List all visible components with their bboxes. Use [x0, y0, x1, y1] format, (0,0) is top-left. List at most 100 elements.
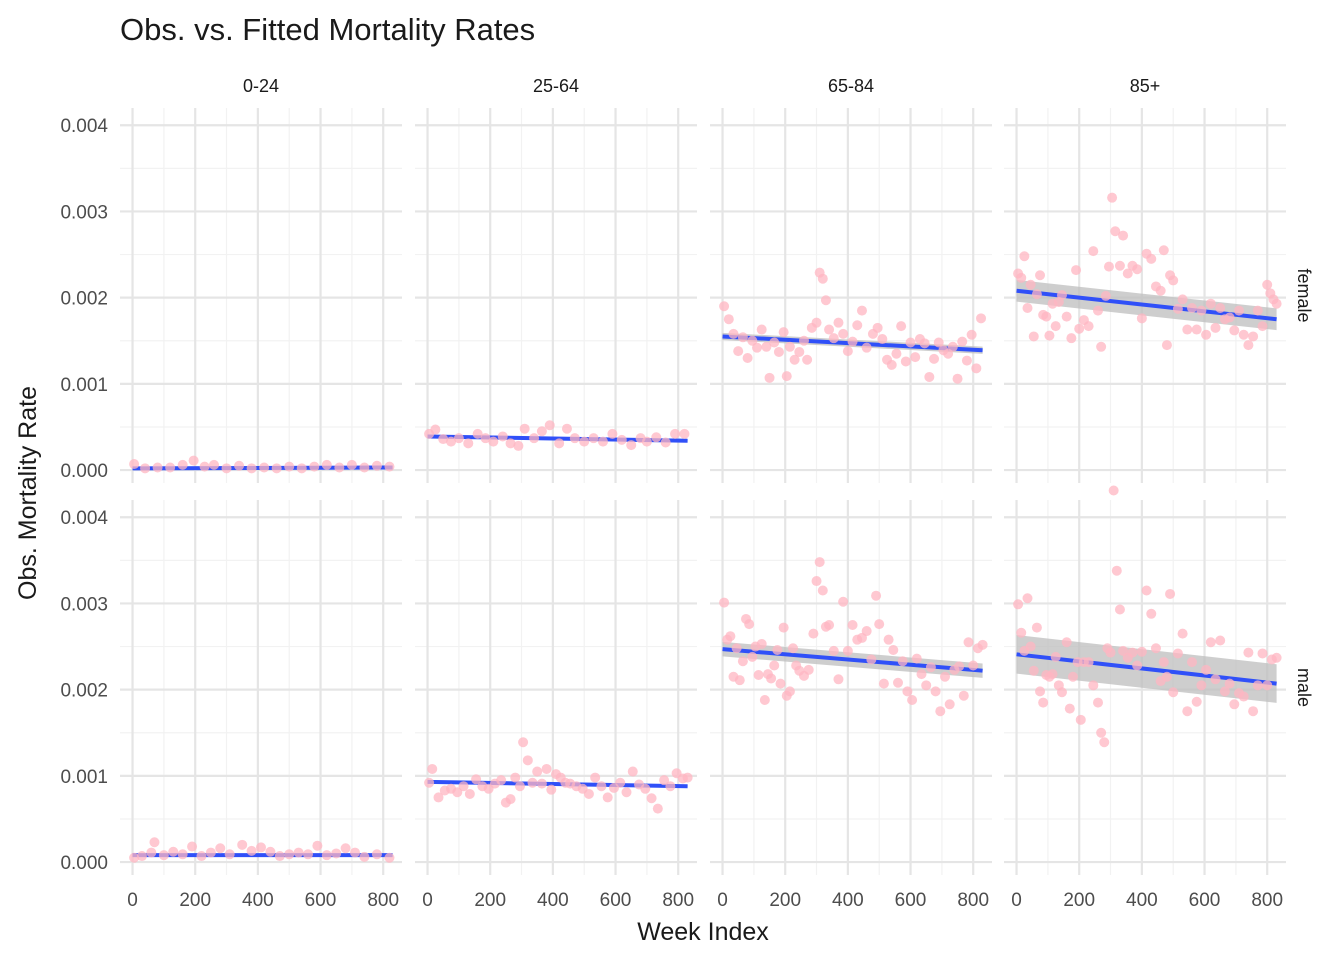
x-tick-label: 200 — [474, 890, 506, 911]
data-point — [778, 327, 789, 338]
data-point — [1172, 648, 1183, 659]
data-point — [1083, 321, 1094, 332]
x-tick-label: 600 — [600, 890, 632, 911]
data-point — [453, 433, 464, 444]
data-point — [861, 342, 872, 353]
data-point — [772, 645, 783, 655]
data-point — [808, 628, 819, 639]
data-point — [799, 335, 809, 346]
data-point — [1161, 340, 1172, 351]
data-point — [1196, 680, 1207, 691]
data-point — [312, 840, 323, 851]
data-point — [794, 346, 805, 357]
data-point — [1238, 329, 1249, 340]
data-point — [590, 772, 601, 783]
x-tick-label: 800 — [957, 890, 989, 911]
data-point — [651, 432, 662, 443]
data-point — [256, 842, 266, 853]
y-tick-label: 0.004 — [60, 116, 108, 137]
data-point — [188, 455, 199, 466]
data-point — [935, 706, 946, 717]
data-point — [532, 766, 543, 777]
data-point — [640, 783, 651, 794]
data-point — [944, 699, 955, 710]
data-point — [883, 634, 894, 645]
data-point — [1182, 324, 1193, 335]
x-tick-label: 600 — [1189, 890, 1221, 911]
data-point — [1022, 593, 1033, 604]
data-point — [1238, 691, 1249, 702]
data-point — [1182, 706, 1193, 717]
data-point — [1257, 321, 1268, 332]
data-point — [627, 766, 638, 777]
data-point — [1016, 272, 1027, 283]
data-point — [1083, 657, 1094, 668]
data-point — [1088, 246, 1099, 257]
data-point — [811, 317, 822, 328]
data-point — [1150, 643, 1161, 654]
x-tick-label: 0 — [422, 890, 433, 911]
data-point — [129, 459, 140, 470]
data-point — [384, 852, 395, 863]
data-point — [1114, 604, 1125, 615]
data-point — [177, 849, 188, 860]
x-tick-label: 400 — [242, 890, 274, 911]
data-point — [1168, 687, 1179, 698]
data-point — [665, 781, 676, 792]
data-point — [930, 686, 941, 697]
data-point — [259, 462, 270, 473]
facet-label-female: female — [1294, 268, 1314, 322]
data-point — [1031, 622, 1042, 633]
data-point — [888, 645, 899, 655]
data-point — [1047, 669, 1058, 680]
data-point — [221, 463, 232, 474]
data-point — [544, 420, 555, 431]
y-tick-label: 0.000 — [60, 853, 108, 874]
data-point — [660, 437, 671, 448]
data-point — [977, 639, 988, 650]
data-point — [579, 436, 590, 447]
data-point — [679, 428, 690, 439]
data-point — [847, 336, 858, 347]
data-point — [911, 653, 922, 664]
data-point — [1161, 671, 1172, 682]
data-point — [505, 794, 516, 805]
data-point — [168, 846, 179, 857]
fitted-line — [722, 647, 983, 673]
data-point — [924, 371, 935, 382]
data-point — [652, 803, 663, 814]
data-point — [196, 851, 207, 862]
data-point — [842, 346, 853, 357]
data-point — [446, 436, 457, 447]
data-point — [1016, 627, 1027, 638]
data-point — [1215, 303, 1226, 313]
data-point — [1071, 265, 1082, 276]
data-point — [452, 787, 463, 798]
data-point — [1127, 647, 1138, 658]
data-point — [1035, 686, 1046, 697]
data-point — [1096, 341, 1107, 352]
data-point — [496, 775, 507, 786]
data-point — [1093, 697, 1103, 708]
x-axis-title: Week Index — [637, 918, 769, 946]
data-point — [961, 355, 972, 366]
data-point — [731, 643, 742, 654]
data-point — [199, 461, 210, 472]
data-point — [1158, 657, 1169, 668]
data-point — [905, 337, 916, 348]
data-point — [371, 460, 382, 471]
data-point — [224, 849, 235, 860]
data-point — [596, 781, 607, 792]
data-point — [265, 846, 276, 857]
data-point — [480, 433, 491, 444]
data-point — [284, 849, 295, 860]
data-point — [1038, 697, 1049, 708]
panel-0-24-female — [120, 108, 402, 483]
data-point — [842, 645, 853, 656]
data-point — [519, 423, 530, 434]
data-point — [427, 763, 438, 774]
data-point — [737, 656, 748, 667]
data-point — [518, 737, 529, 748]
data-point — [1019, 251, 1030, 262]
data-point — [1210, 674, 1221, 685]
